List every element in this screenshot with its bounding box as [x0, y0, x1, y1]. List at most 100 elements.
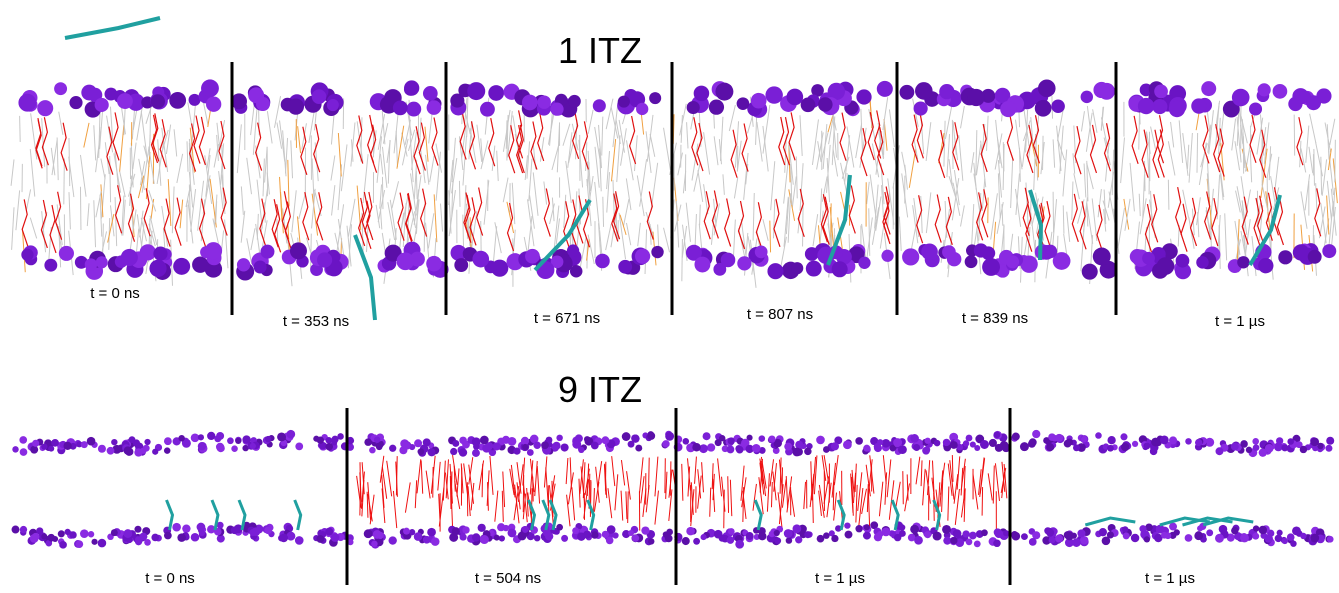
lipid-tail — [119, 124, 125, 172]
lipid-tail — [703, 184, 709, 215]
lipid-tail — [1241, 119, 1246, 169]
lipid-tail — [273, 96, 282, 128]
headgroup — [190, 532, 200, 542]
headgroup — [1046, 443, 1055, 452]
headgroup — [889, 444, 897, 452]
lipid-tail — [1015, 173, 1020, 215]
lipid-tail — [610, 138, 617, 182]
lipid-tail — [148, 190, 157, 212]
headgroup — [231, 445, 238, 452]
cholesterol — [481, 463, 484, 498]
cholesterol — [516, 482, 521, 510]
lipid-tail — [1052, 139, 1056, 168]
lipid-tail — [1268, 230, 1274, 280]
headgroup — [910, 434, 919, 443]
cholesterol — [566, 494, 571, 527]
lipid-tail — [743, 152, 749, 200]
headgroup — [235, 437, 242, 445]
headgroup — [831, 534, 839, 543]
lipid-tail — [958, 134, 964, 181]
lipid-tail — [1326, 180, 1332, 221]
lipid-tail — [311, 193, 319, 236]
headgroup — [177, 533, 186, 542]
lipid-tail — [1305, 125, 1310, 163]
lipid-tail — [1235, 190, 1241, 213]
headgroup — [566, 244, 580, 257]
cholesterol — [529, 458, 535, 493]
headgroup — [1143, 536, 1151, 543]
cholesterol — [259, 198, 267, 247]
headgroup — [139, 244, 157, 261]
cholesterol — [701, 462, 704, 493]
cholesterol — [760, 456, 767, 489]
headgroup — [95, 256, 108, 269]
headgroup — [44, 258, 58, 272]
lipid-tail — [148, 223, 156, 247]
cholesterol — [694, 456, 697, 484]
lipid-tail — [1167, 179, 1170, 210]
headgroup — [1048, 433, 1056, 441]
cholesterol — [927, 460, 931, 496]
lipid-tail — [556, 122, 561, 173]
headgroup — [197, 441, 207, 451]
lipid-tail — [1117, 207, 1125, 249]
headgroup — [647, 431, 656, 440]
cholesterol — [697, 475, 702, 509]
lipid-tail — [379, 209, 383, 230]
lipid-tail — [356, 121, 364, 162]
headgroup — [63, 441, 72, 450]
headgroup — [458, 448, 468, 457]
headgroup — [772, 447, 780, 454]
lipid-tail — [287, 159, 290, 207]
cholesterol — [464, 194, 472, 244]
headgroup — [994, 443, 1003, 452]
cholesterol — [281, 191, 289, 240]
headgroup — [450, 447, 458, 456]
cholesterol — [361, 462, 365, 495]
headgroup — [1281, 444, 1289, 452]
lipid-tail — [56, 137, 59, 181]
cholesterol — [404, 482, 411, 513]
cholesterol — [313, 124, 321, 173]
cholesterol — [625, 491, 628, 520]
lipid-tail — [1073, 173, 1080, 200]
lipid-tail — [407, 129, 416, 152]
headgroup — [41, 443, 48, 450]
lipid-tail — [11, 207, 15, 250]
lipid-tail — [832, 149, 839, 177]
headgroup — [1055, 534, 1064, 543]
cholesterol — [803, 481, 807, 510]
headgroup — [1028, 537, 1037, 546]
cholesterol — [752, 483, 757, 511]
headgroup — [612, 532, 619, 539]
headgroup — [392, 100, 408, 116]
lipid-tail — [122, 199, 126, 236]
headgroup — [648, 538, 655, 545]
lipid-tail — [802, 200, 804, 247]
lipid-tail — [1062, 205, 1065, 234]
lipid-tail — [1328, 201, 1334, 250]
lipid-tail — [215, 201, 218, 223]
lipid-tail — [216, 134, 219, 161]
headgroup — [1142, 251, 1155, 265]
lipid-tail — [719, 116, 724, 161]
lipid-tail — [280, 191, 284, 234]
cholesterol — [773, 463, 777, 492]
lipid-tail — [1318, 206, 1326, 239]
lipid-tail — [913, 137, 919, 160]
headgroup — [260, 244, 275, 259]
lipid-tail — [871, 143, 880, 178]
lipid-tail — [605, 224, 612, 251]
headgroup — [835, 525, 842, 532]
lipid-tail — [605, 98, 614, 130]
headgroup — [172, 522, 181, 532]
headgroup — [773, 441, 780, 448]
cholesterol — [1217, 128, 1225, 177]
headgroup — [388, 536, 397, 545]
cholesterol — [888, 480, 895, 520]
cholesterol — [614, 474, 619, 511]
lipid-tail — [165, 124, 172, 155]
lipid-tail — [301, 123, 307, 150]
lipid-tail — [1326, 124, 1330, 160]
lipid-tail — [598, 124, 602, 168]
